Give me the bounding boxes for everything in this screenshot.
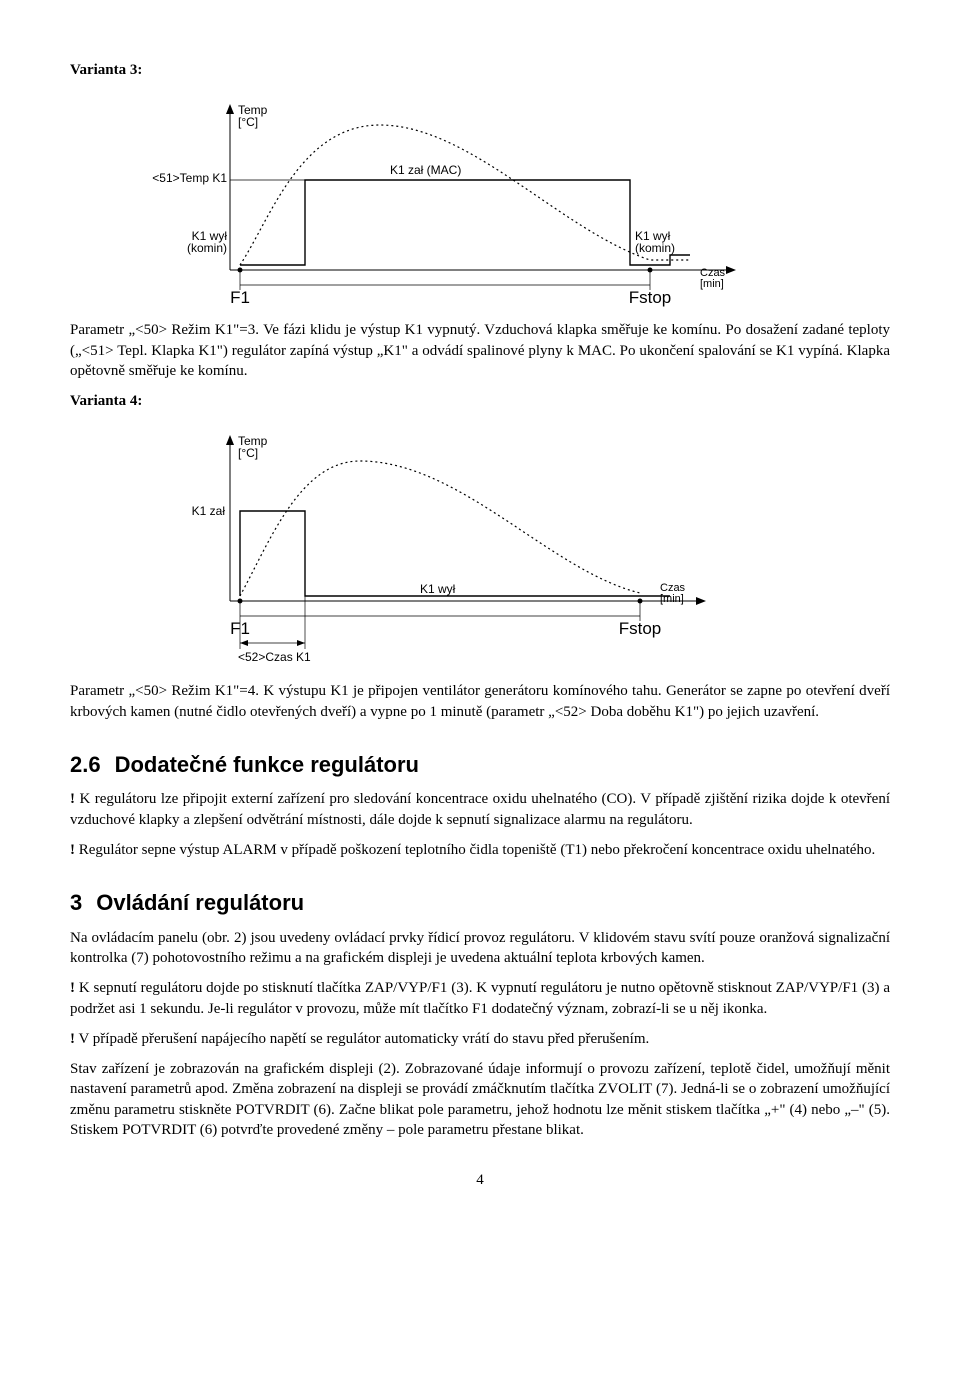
heading-variant-3: Varianta 3:: [70, 60, 890, 80]
chart3-f1-label: F1: [230, 288, 250, 307]
heading-3: 3 Ovládání regulátoru: [70, 888, 890, 918]
chart4-f1-label: F1: [230, 619, 250, 638]
heading-3-num: 3: [70, 890, 82, 915]
chart4-fstop-label: Fstop: [619, 619, 662, 638]
chart-variant-3: Temp[°C] <51>Temp K1 K1 wył(komin) K1 za…: [130, 90, 810, 310]
chart3-k1-wyl-left: K1 wył(komin): [187, 229, 227, 255]
heading-2-6: 2.6 Dodatečné funkce regulátoru: [70, 750, 890, 780]
chart4-k1-zal: K1 zał: [192, 504, 226, 518]
chart3-x-axis-label: Czas[min]: [700, 267, 726, 290]
heading-3-text: Ovládání regulátoru: [96, 890, 304, 915]
heading-variant-4: Varianta 4:: [70, 391, 890, 411]
para-2-6-b: ! Regulátor sepne výstup ALARM v případě…: [70, 840, 890, 860]
para-3-d: Stav zařízení je zobrazován na grafickém…: [70, 1059, 890, 1140]
chart3-k1-zal-mac: K1 zał (MAC): [390, 163, 461, 177]
chart4-y-axis-label: Temp[°C]: [238, 434, 268, 460]
chart3-k1-wyl-right: K1 wył(komin): [635, 229, 675, 255]
heading-2-6-text: Dodatečné funkce regulátoru: [115, 752, 419, 777]
chart4-k1-wyl: K1 wył: [420, 582, 456, 596]
chart3-threshold-label: <51>Temp K1: [152, 171, 227, 185]
para-variant-3: Parametr „<50> Režim K1"=3. Ve fázi klid…: [70, 320, 890, 381]
para-3-a: Na ovládacím panelu (obr. 2) jsou uveden…: [70, 928, 890, 969]
para-3-b: ! K sepnutí regulátoru dojde po stisknut…: [70, 978, 890, 1019]
chart-variant-4: Temp[°C] K1 zał K1 wył F1 Fstop Czas[min…: [130, 421, 810, 671]
heading-2-6-num: 2.6: [70, 752, 101, 777]
chart3-y-axis-label: Temp[°C]: [238, 103, 268, 129]
para-3-c: ! V případě přerušení napájecího napětí …: [70, 1029, 890, 1049]
chart4-czas-k1-label: <52>Czas K1: [238, 650, 311, 664]
chart4-x-axis-label: Czas[min]: [660, 582, 686, 605]
chart3-fstop-label: Fstop: [629, 288, 672, 307]
page-number: 4: [70, 1170, 890, 1190]
para-2-6-a: ! K regulátoru lze připojit externí zaří…: [70, 789, 890, 830]
para-variant-4: Parametr „<50> Režim K1"=4. K výstupu K1…: [70, 681, 890, 722]
